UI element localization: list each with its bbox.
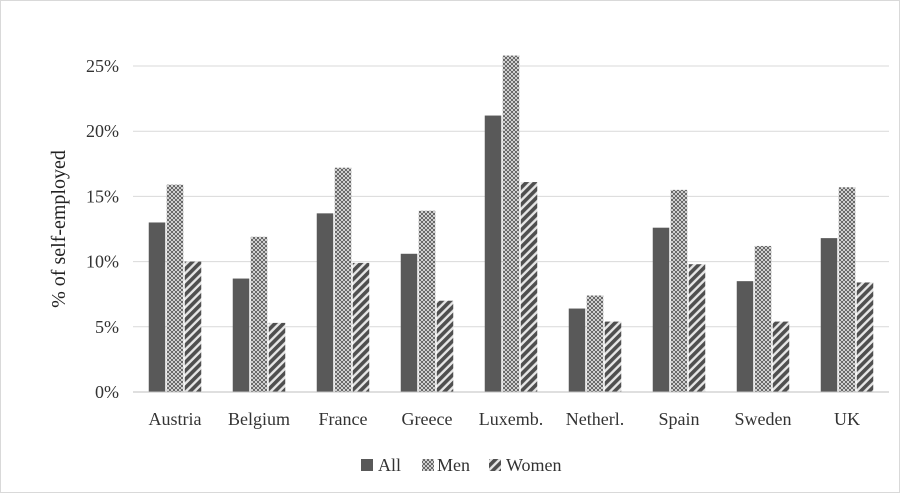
y-tick-label: 25%: [86, 56, 119, 76]
bar-women: [184, 261, 202, 392]
x-tick-label: Belgium: [228, 409, 290, 429]
bar-men: [250, 236, 268, 392]
bar-all: [484, 115, 502, 392]
bar-all: [316, 213, 334, 392]
bar-women: [268, 322, 286, 392]
legend-label-all: All: [378, 455, 401, 475]
bar-all: [736, 281, 754, 392]
x-tick-label: Netherl.: [566, 409, 624, 429]
bar-men: [586, 295, 604, 392]
bar-women: [772, 321, 790, 392]
bar-men: [334, 167, 352, 392]
bars: [148, 55, 874, 393]
x-tick-label: France: [319, 409, 368, 429]
y-tick-label: 10%: [86, 252, 119, 272]
bar-women: [856, 282, 874, 392]
bar-men: [418, 210, 436, 392]
bar-women: [520, 182, 538, 392]
bar-men: [670, 189, 688, 392]
x-tick-label: Luxemb.: [479, 409, 544, 429]
bar-men: [838, 187, 856, 392]
legend: All Men Women: [361, 455, 562, 475]
bar-all: [568, 308, 586, 392]
bar-men: [166, 184, 184, 392]
bar-all: [148, 222, 166, 392]
bar-women: [688, 264, 706, 392]
legend-swatch-men: [422, 459, 434, 471]
x-axis-ticks: Austria Belgium France Greece Luxemb. Netherl…: [149, 409, 861, 429]
x-tick-label: UK: [834, 409, 860, 429]
legend-label-men: Men: [437, 455, 470, 475]
x-tick-label: Austria: [149, 409, 202, 429]
legend-swatch-women: [489, 459, 501, 471]
bar-men: [502, 55, 520, 393]
legend-swatch-all: [361, 459, 373, 471]
bar-all: [652, 227, 670, 392]
y-axis-ticks: 0% 5% 10% 15% 20% 25%: [86, 56, 119, 402]
y-tick-label: 0%: [95, 382, 119, 402]
bar-women: [436, 300, 454, 392]
bar-all: [820, 238, 838, 392]
bar-women: [604, 321, 622, 392]
x-tick-label: Sweden: [735, 409, 792, 429]
bar-all: [232, 278, 250, 392]
y-axis-title: % of self-employed: [48, 150, 70, 308]
y-tick-label: 15%: [86, 186, 119, 206]
bar-all: [400, 253, 418, 392]
x-tick-label: Spain: [658, 409, 699, 429]
x-tick-label: Greece: [402, 409, 453, 429]
legend-label-women: Women: [506, 455, 562, 475]
bar-women: [352, 262, 370, 392]
y-tick-label: 5%: [95, 317, 119, 337]
bar-men: [754, 245, 772, 392]
y-tick-label: 20%: [86, 121, 119, 141]
